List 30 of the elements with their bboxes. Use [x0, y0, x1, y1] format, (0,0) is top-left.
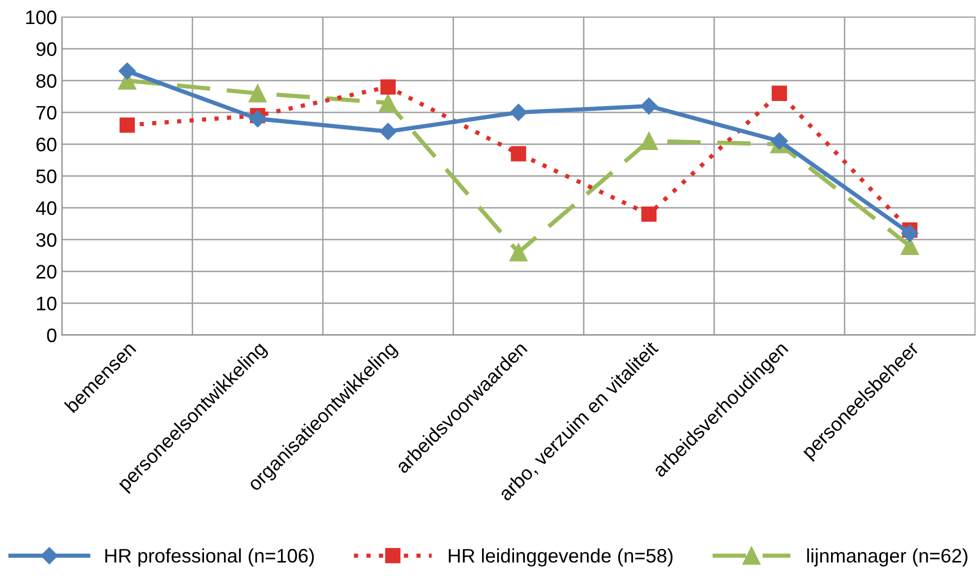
point	[379, 94, 398, 112]
point	[510, 104, 528, 121]
y-tick-label: 90	[36, 42, 56, 56]
y-tick-label: 10	[36, 296, 56, 310]
y-tick-label: 40	[36, 201, 56, 216]
point	[770, 132, 788, 150]
point	[248, 84, 267, 102]
point	[901, 224, 918, 242]
point	[510, 146, 526, 162]
y-tick-label: 100	[26, 10, 56, 24]
point	[641, 206, 657, 222]
point	[640, 132, 658, 150]
point	[380, 122, 397, 140]
point	[640, 97, 658, 115]
y-tick-label: 60	[36, 138, 56, 152]
y-tick-label: 0	[47, 328, 56, 342]
y-tick-label: 30	[36, 233, 56, 247]
point	[118, 62, 136, 80]
legend-label: HR professional (n=106)	[105, 548, 314, 566]
y-tick-label: 20	[36, 264, 56, 279]
y-tick-label: 80	[36, 74, 56, 88]
point	[380, 79, 396, 95]
y-tick-label: 50	[36, 169, 56, 184]
point	[772, 86, 787, 101]
legend-label: lijnmanager (n=62)	[807, 548, 968, 566]
y-tick-label: 70	[36, 106, 56, 120]
point	[120, 117, 135, 133]
point	[249, 110, 266, 128]
legend-label: HR leidinggevende (n=58)	[448, 548, 673, 566]
point	[509, 243, 528, 262]
